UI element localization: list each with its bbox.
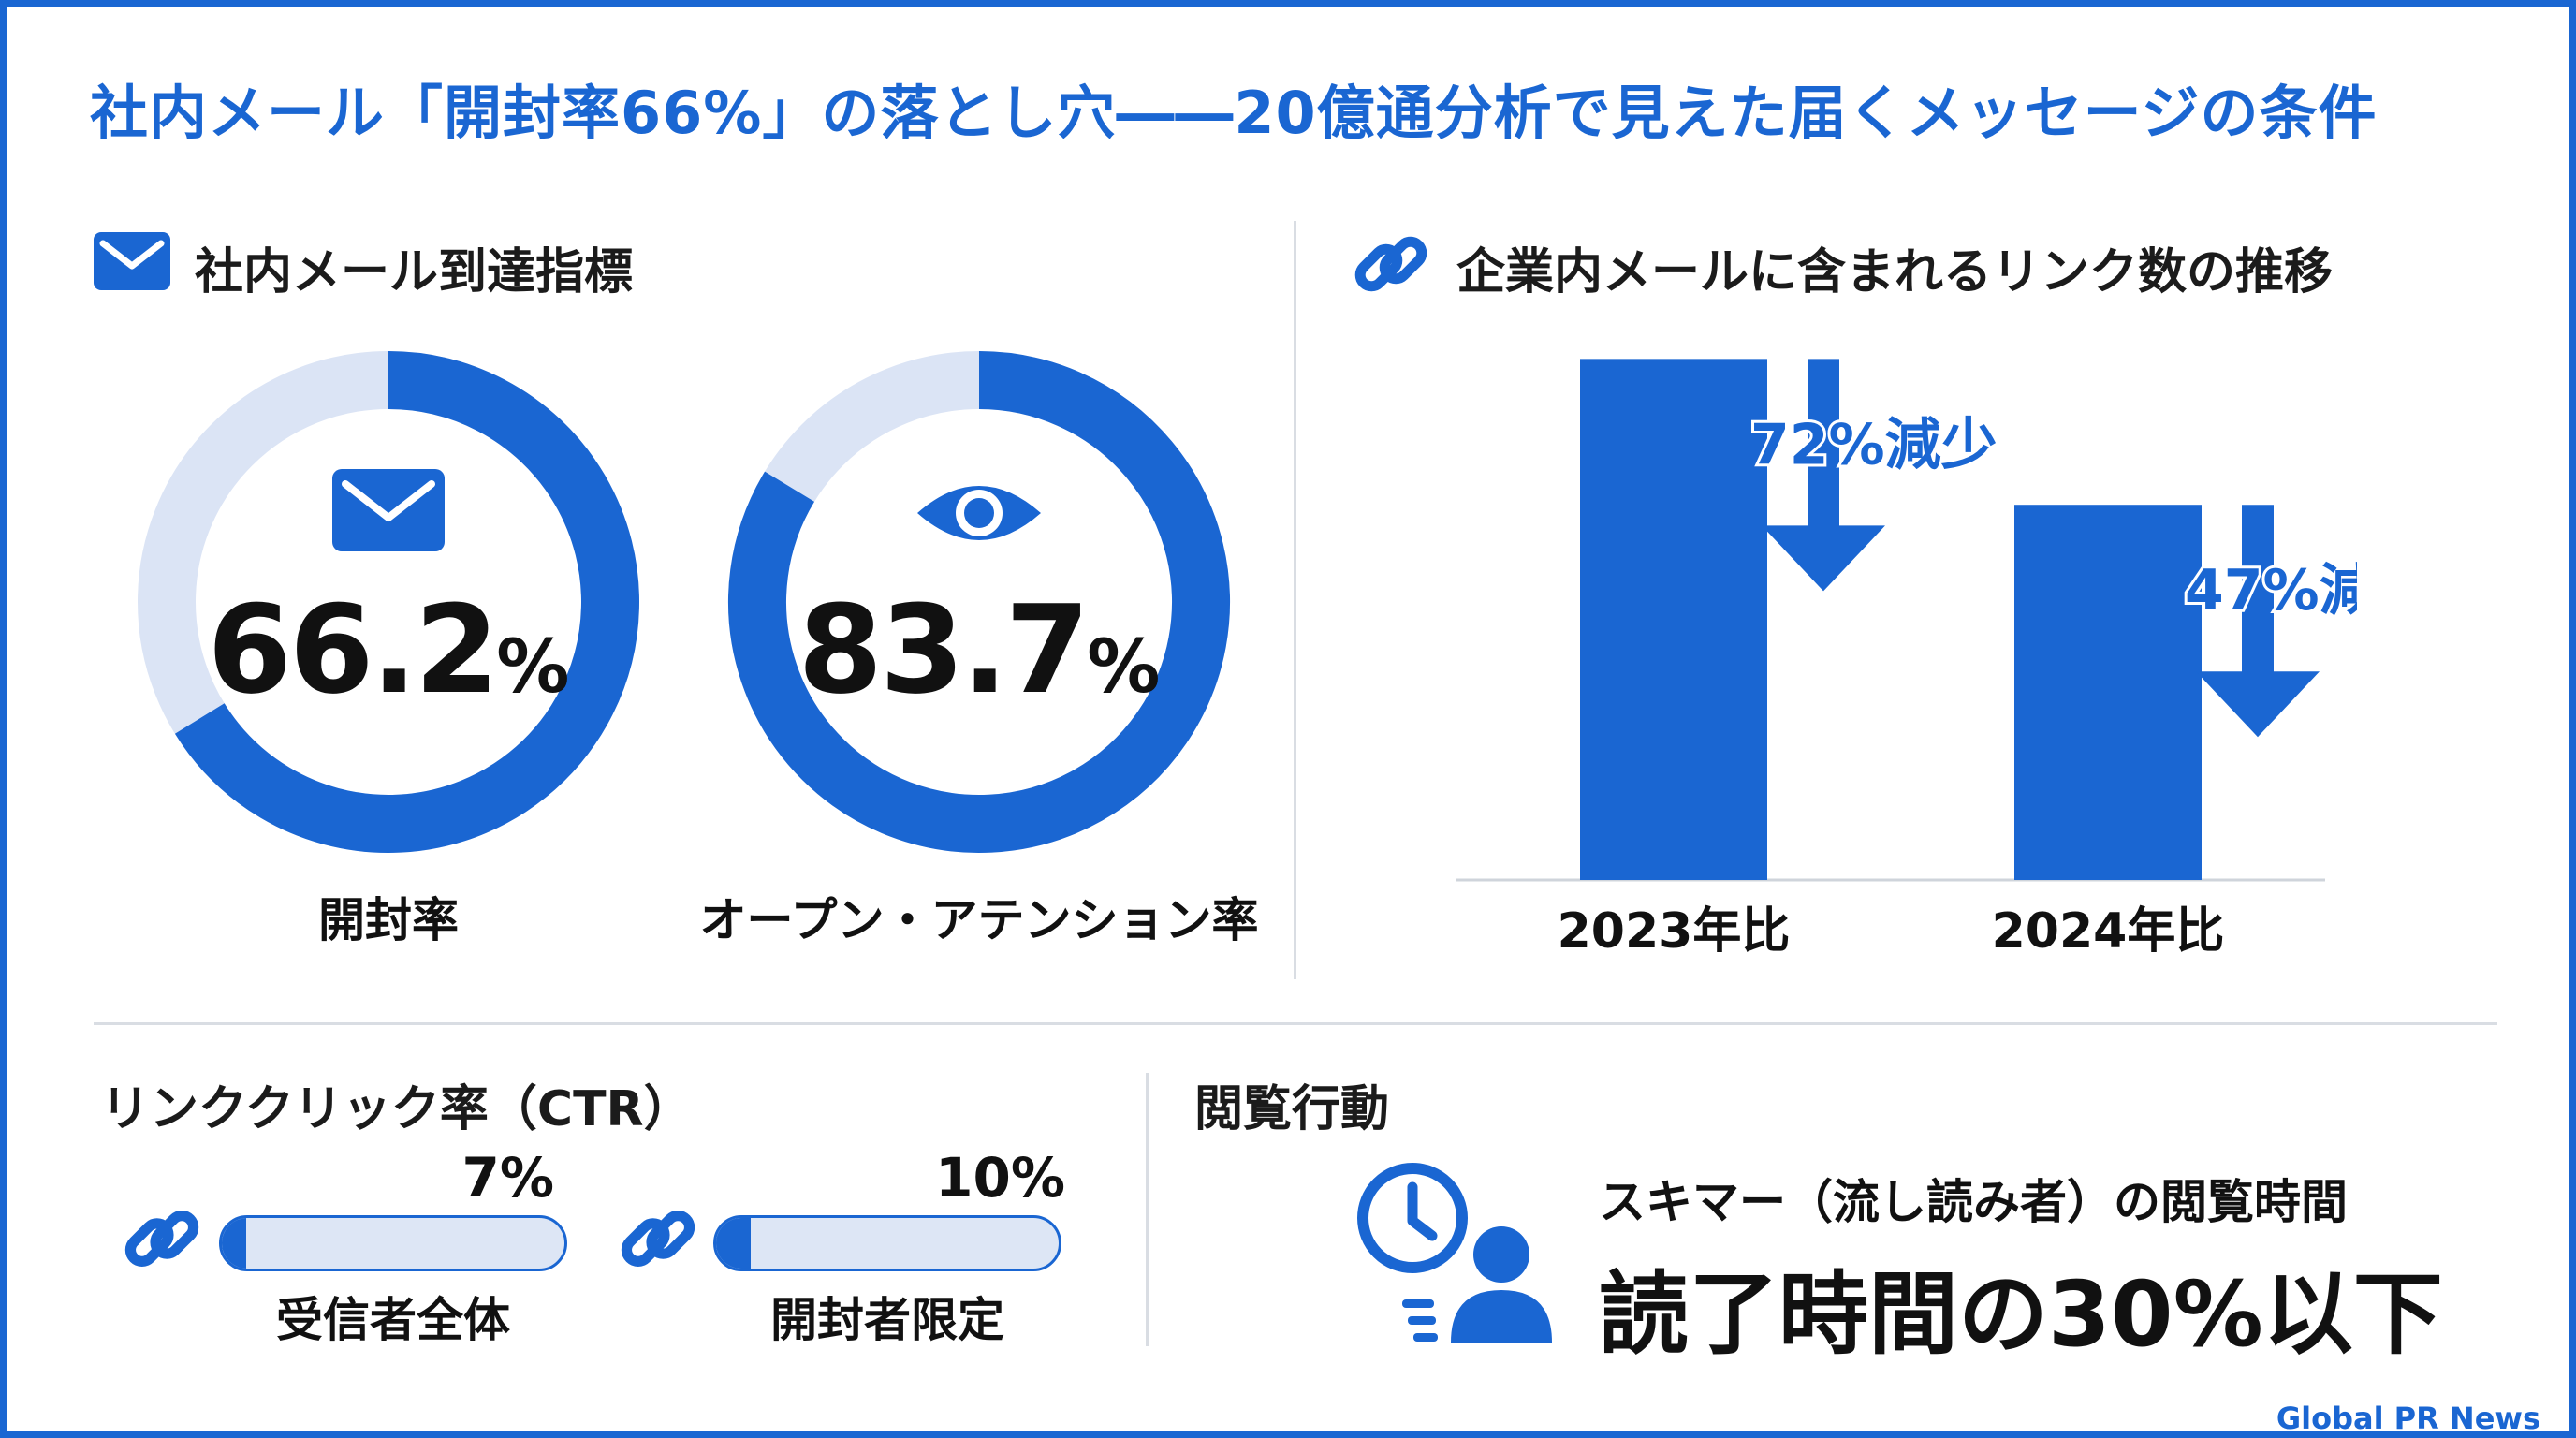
link-icon — [1352, 225, 1430, 307]
decrease-arrow-icon — [2196, 505, 2320, 738]
donut-label-attention-rate: オープン・アテンション率 — [699, 893, 1259, 947]
donut-attention-rate: 83.7% — [726, 349, 1232, 855]
browsing-main-value: 読了時間の30%以下 — [1599, 1262, 2443, 1367]
link-icon — [618, 1198, 698, 1283]
ctr-value-all: 7% — [461, 1146, 554, 1210]
donut-open-rate: 66.2% — [136, 349, 641, 855]
decrease-arrow-icon — [1762, 359, 1885, 592]
person-icon — [1402, 1223, 1561, 1348]
ctr-bar-all — [219, 1215, 567, 1271]
ctr-label-all: 受信者全体 — [276, 1293, 510, 1347]
donut-unit: % — [496, 625, 570, 710]
ctr-heading: リンククリック率（CTR） — [101, 1081, 693, 1137]
donut-unit: % — [1087, 625, 1161, 710]
eye-icon — [914, 476, 1045, 554]
x-tick-label-2: 2024年比 — [1992, 903, 2225, 953]
donut-value-open-rate: 66.2% — [136, 579, 641, 721]
footer-brand: Global PR News — [2276, 1401, 2540, 1436]
section-divider-vertical-bottom — [1146, 1073, 1149, 1346]
ctr-bar-fill — [716, 1218, 751, 1269]
browsing-heading: 閲覧行動 — [1194, 1081, 1390, 1137]
section-divider-vertical — [1294, 221, 1296, 979]
bar-2 — [2014, 505, 2202, 880]
donut-number: 83.7 — [798, 579, 1090, 721]
donut-arc-attention-rate — [728, 351, 1230, 853]
donut-value-attention-rate: 83.7% — [726, 579, 1232, 721]
envelope-icon — [332, 469, 445, 555]
donut-label-open-rate: 開封率 — [318, 893, 459, 947]
donut-chart-open-rate — [138, 351, 639, 853]
envelope-icon — [94, 232, 170, 294]
browsing-subtitle: スキマー（流し読み者）の閲覧時間 — [1599, 1175, 2348, 1229]
donut-number: 66.2 — [207, 579, 500, 721]
bar-1 — [1580, 359, 1767, 880]
metrics-heading: 社内メール到達指標 — [195, 244, 634, 301]
ctr-bar-fill — [222, 1218, 246, 1269]
x-tick-label-1: 2023年比 — [1558, 903, 1791, 953]
ctr-bar-openers — [713, 1215, 1061, 1271]
page-title: 社内メール「開封率66%」の落とし穴――20億通分析で見えた届くメッセージの条件 — [90, 79, 2378, 147]
donut-chart-attention-rate — [728, 351, 1230, 853]
links-heading: 企業内メールに含まれるリンク数の推移 — [1456, 244, 2334, 301]
section-divider-horizontal — [94, 1022, 2497, 1025]
ctr-value-openers: 10% — [935, 1146, 1065, 1210]
clock-icon — [1354, 1159, 1471, 1281]
bar-annotation-2: 47%減少 — [2185, 558, 2357, 624]
bar-annotation-1: 72%減少 — [1750, 412, 1998, 477]
donut-arc-open-rate — [174, 351, 639, 853]
link-count-bar-chart: 72%減少 2023年比 47%減少 2024年比 — [1456, 359, 2357, 953]
link-icon — [122, 1198, 202, 1283]
ctr-label-openers: 開封者限定 — [770, 1293, 1004, 1347]
